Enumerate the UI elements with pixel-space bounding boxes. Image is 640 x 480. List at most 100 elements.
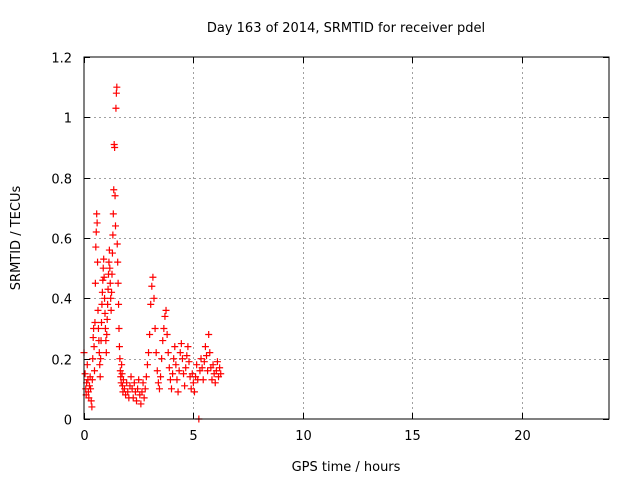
data-point bbox=[102, 349, 110, 357]
data-point bbox=[100, 255, 108, 263]
data-point bbox=[183, 352, 191, 360]
data-point bbox=[181, 382, 189, 390]
data-point bbox=[104, 300, 112, 308]
data-point bbox=[150, 294, 158, 302]
data-point bbox=[148, 282, 156, 290]
data-points bbox=[80, 83, 225, 423]
data-point bbox=[164, 349, 172, 357]
x-tick-label: 0 bbox=[80, 429, 88, 444]
y-tick-label: 1 bbox=[64, 112, 72, 127]
y-tick-label: 1.2 bbox=[51, 52, 72, 67]
data-point bbox=[101, 325, 109, 332]
data-point bbox=[115, 300, 123, 308]
data-point bbox=[115, 325, 123, 332]
data-point bbox=[99, 264, 107, 272]
data-point bbox=[85, 382, 93, 390]
data-point bbox=[101, 309, 109, 317]
data-point bbox=[83, 361, 91, 369]
data-point bbox=[175, 367, 183, 375]
data-point bbox=[107, 294, 115, 302]
data-point bbox=[114, 279, 122, 287]
data-point bbox=[143, 361, 151, 369]
data-point bbox=[157, 373, 165, 381]
data-point bbox=[118, 370, 126, 378]
data-point bbox=[189, 379, 197, 387]
data-point bbox=[111, 144, 119, 151]
data-point bbox=[106, 279, 114, 287]
data-point bbox=[120, 385, 128, 393]
data-point bbox=[89, 334, 97, 342]
data-point bbox=[93, 210, 101, 218]
data-point bbox=[103, 331, 111, 339]
data-point bbox=[161, 312, 169, 320]
data-point bbox=[88, 403, 96, 411]
data-point bbox=[87, 385, 95, 393]
data-point bbox=[173, 376, 181, 384]
data-point bbox=[103, 315, 111, 323]
data-point bbox=[193, 361, 201, 369]
data-point bbox=[209, 361, 217, 369]
data-point bbox=[113, 83, 121, 91]
data-point bbox=[94, 325, 102, 332]
data-point bbox=[151, 325, 159, 332]
data-point bbox=[212, 367, 220, 375]
data-point bbox=[98, 318, 105, 326]
data-point bbox=[101, 294, 109, 302]
data-point bbox=[172, 361, 180, 369]
data-point bbox=[104, 285, 112, 293]
data-point bbox=[94, 306, 102, 314]
data-point bbox=[95, 349, 103, 357]
y-tick-label: 0.4 bbox=[51, 293, 72, 308]
data-point bbox=[133, 397, 140, 405]
data-point bbox=[213, 358, 221, 366]
data-point bbox=[206, 349, 214, 357]
data-point bbox=[105, 246, 113, 254]
data-point bbox=[87, 397, 95, 405]
data-point bbox=[145, 349, 153, 357]
data-point bbox=[139, 379, 147, 387]
data-point bbox=[108, 270, 116, 278]
x-tick-label: 10 bbox=[295, 429, 312, 444]
data-point bbox=[91, 318, 99, 326]
data-point bbox=[99, 276, 107, 284]
data-point bbox=[93, 219, 101, 227]
data-point bbox=[208, 376, 216, 384]
data-point bbox=[116, 355, 124, 363]
data-point bbox=[162, 306, 170, 314]
data-point bbox=[152, 349, 160, 357]
data-point bbox=[98, 288, 106, 296]
data-point bbox=[111, 192, 119, 200]
data-point bbox=[201, 343, 209, 351]
data-point bbox=[159, 337, 167, 345]
data-point bbox=[204, 367, 212, 375]
data-point bbox=[197, 355, 205, 363]
data-point bbox=[91, 279, 99, 287]
data-point bbox=[155, 385, 163, 393]
data-point bbox=[89, 355, 97, 363]
data-point bbox=[138, 388, 146, 396]
y-tick-label: 0.2 bbox=[51, 354, 72, 369]
data-point bbox=[147, 300, 155, 308]
y-axis-label: SRMTID / TECUs bbox=[9, 186, 24, 291]
data-point bbox=[108, 249, 116, 257]
data-point bbox=[169, 370, 177, 378]
data-point bbox=[200, 358, 208, 366]
data-point bbox=[141, 385, 149, 393]
data-point bbox=[168, 385, 175, 393]
data-point bbox=[118, 361, 126, 369]
data-point bbox=[81, 370, 89, 378]
data-point bbox=[130, 379, 138, 387]
data-point bbox=[119, 376, 127, 384]
data-point bbox=[110, 186, 118, 194]
data-point bbox=[149, 273, 157, 281]
data-point bbox=[142, 373, 150, 381]
data-point bbox=[171, 343, 179, 351]
data-point bbox=[190, 388, 198, 396]
data-point bbox=[187, 385, 195, 393]
data-point bbox=[107, 306, 115, 314]
data-point bbox=[112, 89, 120, 97]
data-point bbox=[165, 364, 173, 372]
data-point bbox=[114, 258, 122, 266]
data-point bbox=[115, 343, 123, 351]
